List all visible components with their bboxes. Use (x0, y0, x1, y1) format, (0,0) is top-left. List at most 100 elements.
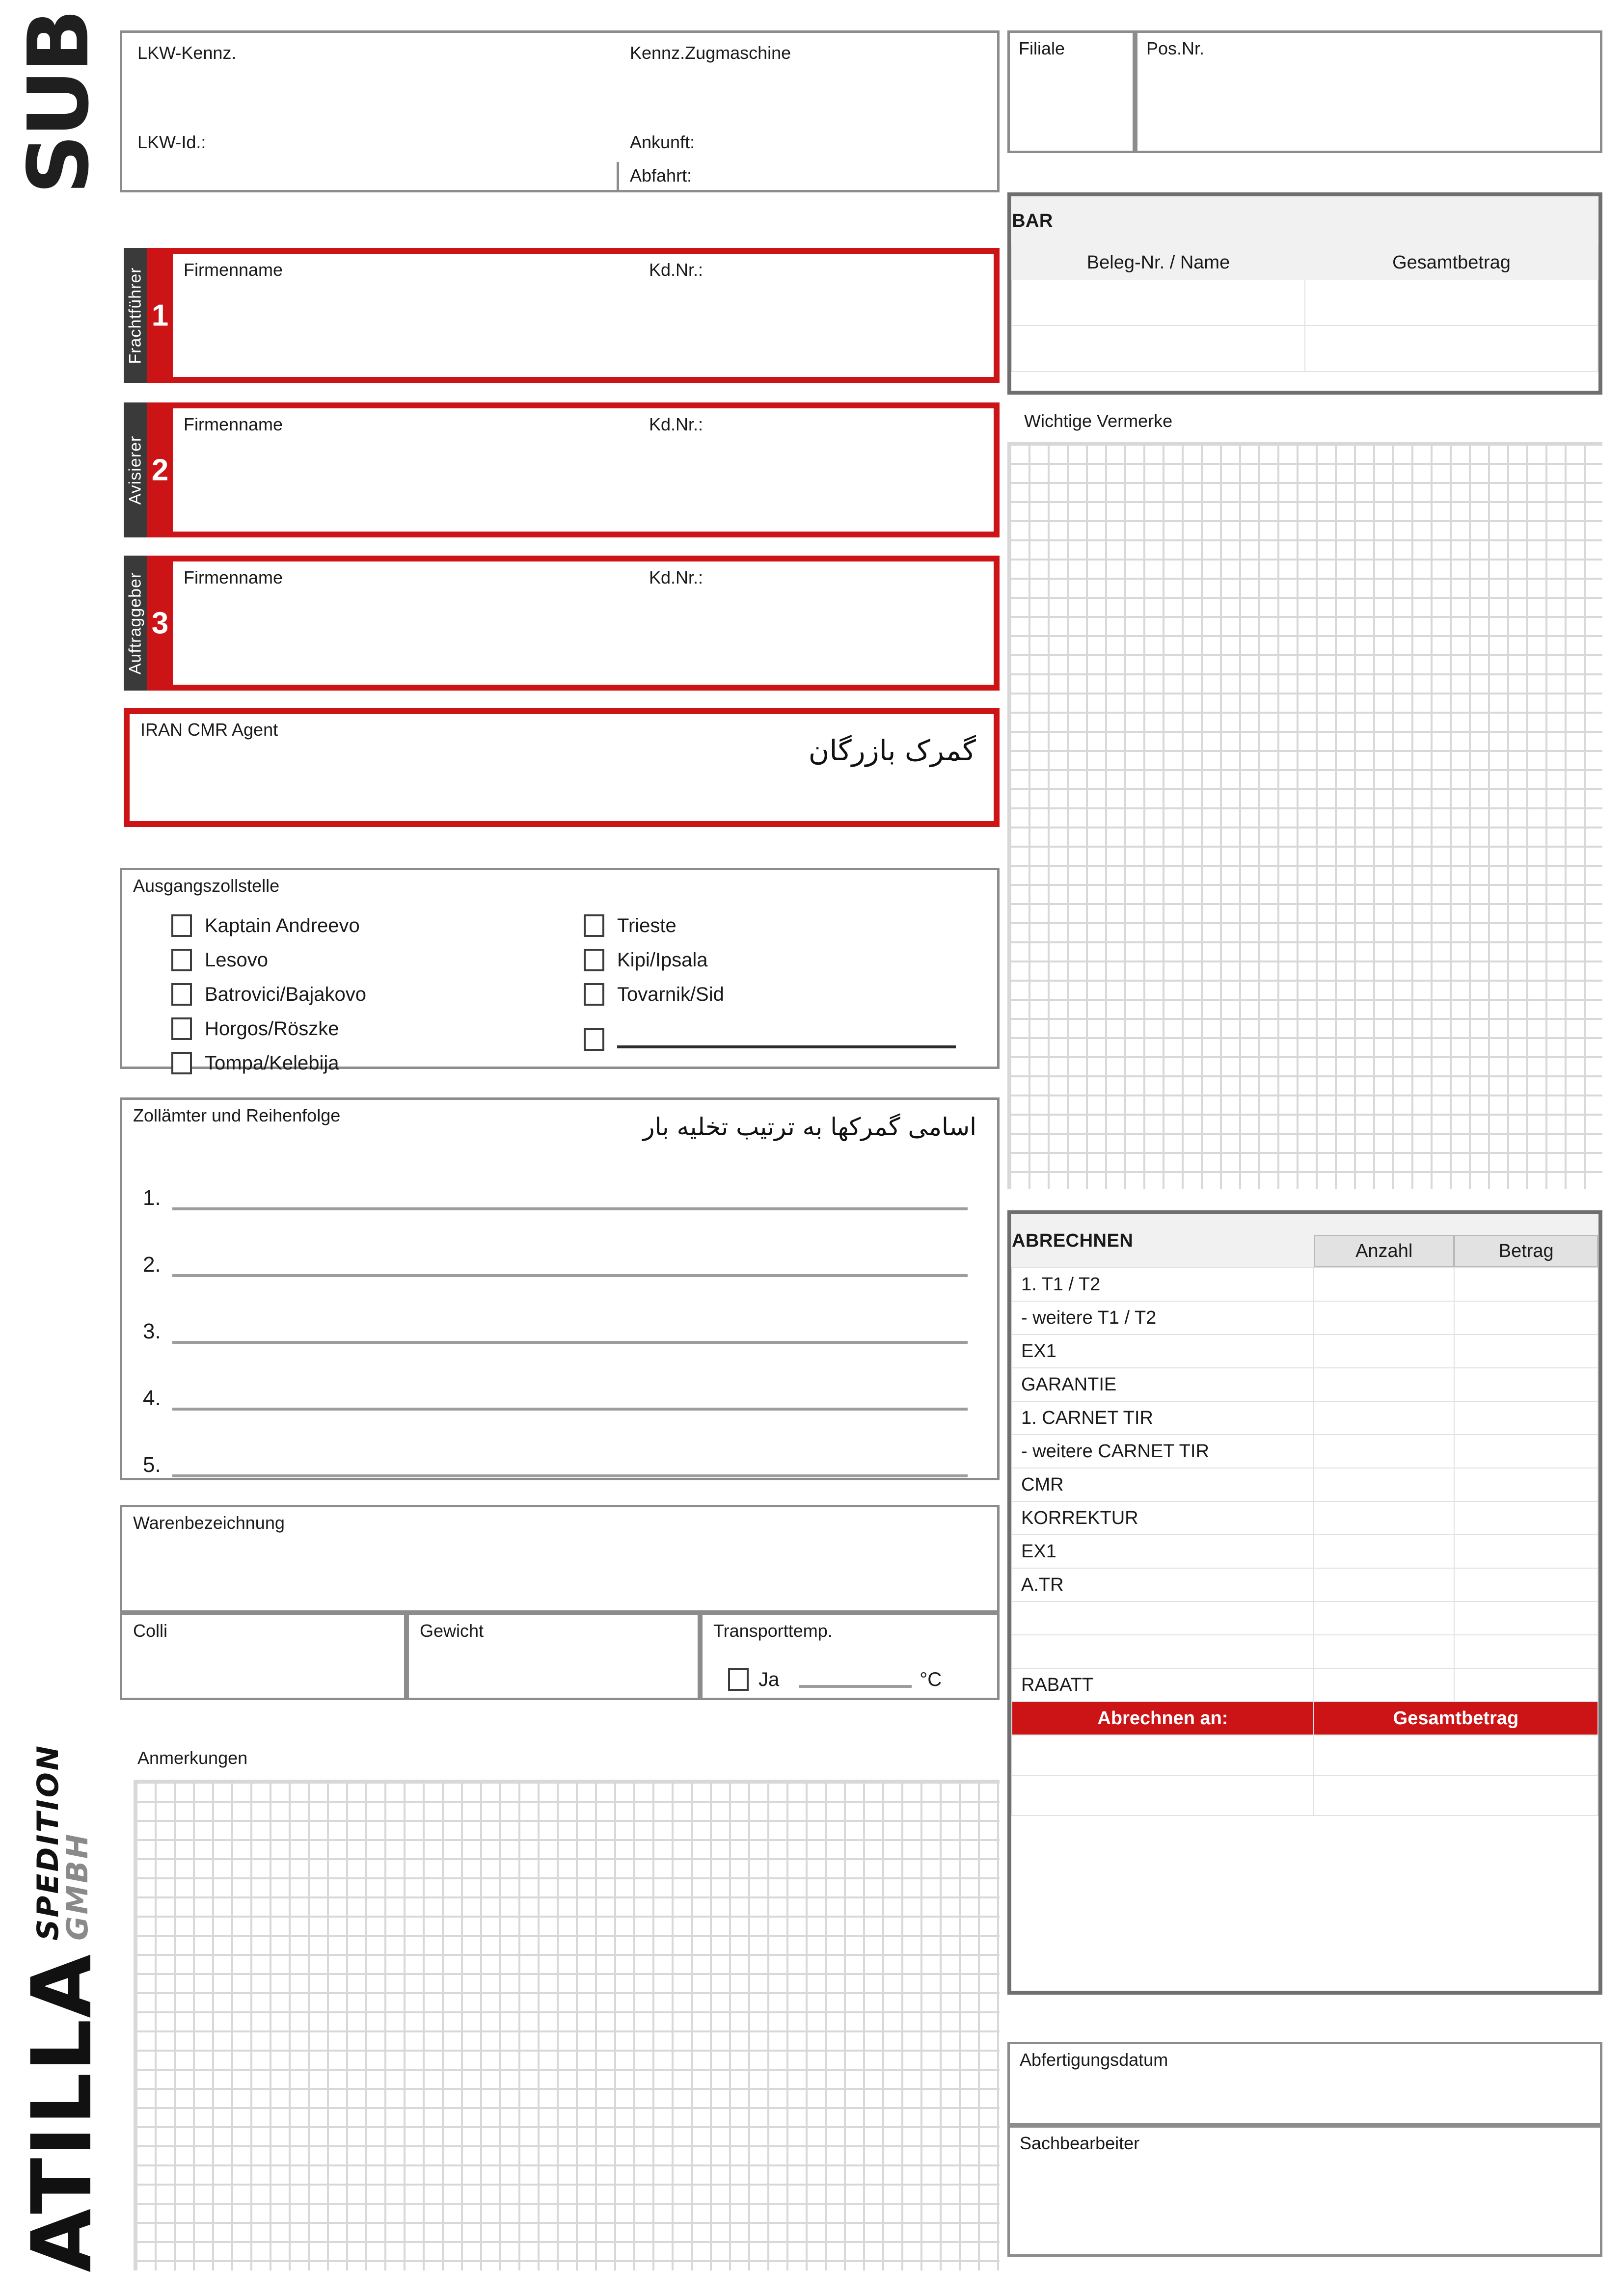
checkbox-icon[interactable] (171, 1017, 192, 1040)
table-row[interactable]: GARANTIE (1011, 1367, 1598, 1402)
abrechnen-betrag-cell[interactable] (1454, 1401, 1598, 1435)
abrechnen-betrag-cell[interactable] (1454, 1468, 1598, 1502)
bar-betrag-cell[interactable] (1304, 325, 1598, 372)
zollamt-line-5[interactable]: 5. (143, 1453, 968, 1477)
table-row[interactable]: 1. CARNET TIR (1011, 1401, 1598, 1435)
checkbox-icon[interactable] (584, 949, 604, 971)
checkbox-icon[interactable] (584, 983, 604, 1006)
zollamt-input-line[interactable] (172, 1341, 968, 1344)
zollamt-number: 2. (143, 1253, 161, 1277)
checkbox-row-other[interactable] (584, 1028, 956, 1051)
abrechnen-anzahl-cell[interactable] (1313, 1434, 1455, 1468)
sachbearbeiter-box[interactable]: Sachbearbeiter (1007, 2125, 1602, 2257)
posnr-cell[interactable]: Pos.Nr. (1135, 30, 1602, 153)
table-row[interactable] (1011, 1775, 1599, 1816)
abrechnen-gesamtbetrag-cell[interactable] (1313, 1775, 1599, 1816)
table-row[interactable]: - weitere CARNET TIR (1011, 1434, 1598, 1468)
bar-beleg-cell[interactable] (1011, 325, 1305, 372)
abrechnen-anzahl-cell[interactable] (1313, 1301, 1455, 1335)
abrechnen-an-cell[interactable] (1011, 1735, 1314, 1776)
table-row[interactable] (1011, 279, 1598, 326)
table-row[interactable]: KORREKTUR (1011, 1501, 1598, 1535)
checkbox-icon[interactable] (171, 1052, 192, 1074)
abrechnen-anzahl-cell[interactable] (1313, 1601, 1455, 1635)
abrechnen-an-cell[interactable] (1011, 1775, 1314, 1816)
abrechnen-anzahl-cell[interactable] (1313, 1568, 1455, 1602)
table-row[interactable]: - weitere T1 / T2 (1011, 1301, 1598, 1335)
transporttemp-ja-row[interactable]: Ja °C (728, 1668, 942, 1691)
abrechnen-anzahl-cell[interactable] (1313, 1468, 1455, 1502)
checkbox-row-batrovici-bajakovo[interactable]: Batrovici/Bajakovo (171, 983, 366, 1006)
abrechnen-betrag-cell[interactable] (1454, 1634, 1598, 1669)
zollamt-input-line[interactable] (172, 1474, 968, 1477)
other-customs-office-input[interactable] (617, 1031, 956, 1048)
filiale-cell[interactable]: Filiale (1007, 30, 1135, 153)
table-row[interactable]: 1. T1 / T2 (1011, 1267, 1598, 1302)
abrechnen-betrag-cell[interactable] (1454, 1334, 1598, 1368)
abrechnen-betrag-cell[interactable] (1454, 1534, 1598, 1569)
abrechnen-table-box: ABRECHNEN Anzahl Betrag 1. T1 / T2 - wei… (1007, 1210, 1602, 1995)
table-row[interactable] (1011, 1634, 1598, 1669)
abrechnen-gesamtbetrag-cell[interactable] (1313, 1735, 1599, 1776)
abrechnen-anzahl-cell[interactable] (1313, 1668, 1455, 1702)
table-row[interactable]: RABATT (1011, 1668, 1598, 1702)
zollamt-line-3[interactable]: 3. (143, 1319, 968, 1344)
zollamt-input-line[interactable] (172, 1408, 968, 1411)
abrechnen-anzahl-cell[interactable] (1313, 1401, 1455, 1435)
zollamt-line-2[interactable]: 2. (143, 1253, 968, 1277)
checkbox-row-tompa-kelebija[interactable]: Tompa/Kelebija (171, 1052, 366, 1074)
gewicht-cell[interactable]: Gewicht (406, 1613, 700, 1700)
table-row[interactable]: EX1 (1011, 1534, 1598, 1569)
checkbox-icon[interactable] (171, 949, 192, 971)
checkbox-row-lesovo[interactable]: Lesovo (171, 949, 366, 971)
checkbox-icon[interactable] (584, 914, 604, 937)
colli-cell[interactable]: Colli (120, 1613, 406, 1700)
abrechnen-betrag-cell[interactable] (1454, 1301, 1598, 1335)
checkbox-icon[interactable] (584, 1028, 604, 1051)
table-row[interactable]: CMR (1011, 1468, 1598, 1502)
abrechnen-anzahl-cell[interactable] (1313, 1334, 1455, 1368)
warenbezeichnung-box[interactable]: Warenbezeichnung (120, 1505, 1000, 1613)
checkbox-row-horgos-roeszke[interactable]: Horgos/Röszke (171, 1017, 366, 1040)
table-row[interactable] (1011, 325, 1598, 372)
party-input-area[interactable]: Firmenname Kd.Nr.: (173, 402, 1000, 537)
abrechnen-betrag-cell[interactable] (1454, 1367, 1598, 1402)
table-row[interactable] (1011, 1735, 1599, 1776)
checkbox-icon[interactable] (171, 914, 192, 937)
abrechnen-anzahl-cell[interactable] (1313, 1534, 1455, 1569)
abrechnen-betrag-cell[interactable] (1454, 1568, 1598, 1602)
bar-beleg-cell[interactable] (1011, 279, 1305, 326)
abrechnen-betrag-cell[interactable] (1454, 1501, 1598, 1535)
abrechnen-betrag-cell[interactable] (1454, 1434, 1598, 1468)
transporttemp-cell[interactable]: Transporttemp. Ja °C (700, 1613, 1000, 1700)
checkbox-icon[interactable] (171, 983, 192, 1006)
zollamt-number: 3. (143, 1319, 161, 1343)
abrechnen-betrag-cell[interactable] (1454, 1668, 1598, 1702)
anmerkungen-grid[interactable] (134, 1780, 1000, 2270)
checkbox-icon[interactable] (728, 1668, 749, 1691)
abrechnen-anzahl-cell[interactable] (1313, 1267, 1455, 1302)
abfertigungsdatum-box[interactable]: Abfertigungsdatum (1007, 2042, 1602, 2125)
zollamt-input-line[interactable] (172, 1274, 968, 1277)
zollamt-input-line[interactable] (172, 1207, 968, 1210)
abrechnen-anzahl-cell[interactable] (1313, 1501, 1455, 1535)
wichtige-vermerke-grid[interactable] (1007, 442, 1602, 1189)
table-row[interactable]: EX1 (1011, 1334, 1598, 1368)
temperature-input-line[interactable] (799, 1671, 912, 1688)
abrechnen-anzahl-cell[interactable] (1313, 1634, 1455, 1669)
party-input-area[interactable]: Firmenname Kd.Nr.: (173, 248, 1000, 383)
zollamt-line-1[interactable]: 1. (143, 1186, 968, 1210)
zollamt-line-4[interactable]: 4. (143, 1386, 968, 1411)
abrechnen-betrag-cell[interactable] (1454, 1601, 1598, 1635)
iran-cmr-agent-box[interactable]: IRAN CMR Agent گمرک بازرگان (124, 708, 1000, 827)
checkbox-row-kipi-ipsala[interactable]: Kipi/Ipsala (584, 949, 956, 971)
checkbox-row-kaptain-andreevo[interactable]: Kaptain Andreevo (171, 914, 366, 937)
table-row[interactable] (1011, 1601, 1598, 1635)
abrechnen-anzahl-cell[interactable] (1313, 1367, 1455, 1402)
abrechnen-betrag-cell[interactable] (1454, 1267, 1598, 1302)
checkbox-row-tovarnik-sid[interactable]: Tovarnik/Sid (584, 983, 956, 1006)
party-input-area[interactable]: Firmenname Kd.Nr.: (173, 556, 1000, 691)
bar-betrag-cell[interactable] (1304, 279, 1598, 326)
table-row[interactable]: A.TR (1011, 1568, 1598, 1602)
checkbox-row-trieste[interactable]: Trieste (584, 914, 956, 937)
